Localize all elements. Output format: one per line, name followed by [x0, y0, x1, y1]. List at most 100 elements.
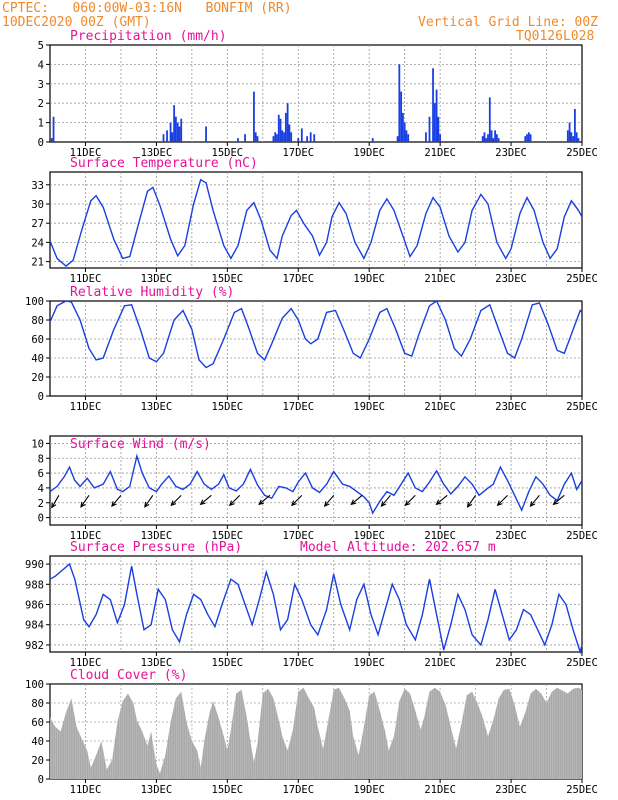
- x-tick-label: 15DEC: [212, 657, 244, 669]
- wind-arrow: [291, 494, 303, 506]
- x-tick-label: 15DEC: [212, 401, 244, 413]
- wind-arrow: [436, 494, 448, 505]
- precip-bar: [276, 134, 278, 142]
- precip-bar: [435, 89, 438, 142]
- y-tick-label: 0: [38, 137, 44, 149]
- x-tick-label: 19DEC: [353, 530, 385, 542]
- precip-bar: [481, 136, 484, 142]
- x-tick-label: 25DEC: [566, 784, 598, 796]
- precip-bar: [401, 112, 404, 142]
- precip-bar: [483, 132, 486, 142]
- y-tick-label: 33: [31, 180, 44, 192]
- precip-bar: [527, 132, 530, 142]
- x-tick-label: 19DEC: [353, 784, 385, 796]
- precip-bar: [492, 138, 495, 142]
- x-tick-label: 11DEC: [70, 273, 102, 285]
- y-tick-label: 0: [38, 391, 44, 403]
- header-line2-left: 10DEC2020 00Z (GMT): [2, 15, 151, 30]
- precip-bar: [180, 118, 183, 142]
- wind-arrow-head: [323, 501, 330, 508]
- wind-panel: 0 2 4 6 8 10 11DEC 13DEC 15DEC 17DEC 19DEC 21DEC 23D…: [31, 435, 598, 542]
- x-tick-label: 21DEC: [424, 530, 456, 542]
- x-tick-label: 17DEC: [282, 401, 314, 413]
- precip-bar: [439, 134, 442, 142]
- wind-arrow: [51, 495, 60, 508]
- precip-bar: [279, 118, 282, 142]
- y-tick-label: 27: [31, 218, 44, 230]
- x-tick-label: 11DEC: [70, 784, 102, 796]
- precip-bar: [403, 122, 406, 142]
- wind-arrow-head: [380, 501, 387, 508]
- x-tick-label: 23DEC: [495, 530, 527, 542]
- y-tick-label: 2: [38, 98, 44, 110]
- precip-bar: [497, 138, 500, 142]
- x-tick-label: 11DEC: [70, 657, 102, 669]
- y-tick-label: 60: [31, 334, 44, 346]
- y-tick-label: 4: [38, 483, 44, 495]
- x-tick-label: 13DEC: [141, 657, 173, 669]
- precip-bar: [306, 136, 309, 142]
- precip-bar: [400, 91, 403, 142]
- y-tick-label: 30: [31, 199, 44, 211]
- y-tick-label: 986: [25, 600, 44, 612]
- cloud-panel: 0 20 40 60 80 100 11DEC 13DEC 15DEC 17DEC 19DEC 21D…: [25, 668, 598, 796]
- x-tick-label: 11DEC: [70, 147, 102, 159]
- precip-bar: [173, 105, 176, 142]
- wind-arrow: [170, 494, 182, 506]
- y-tick-label: 10: [31, 438, 44, 450]
- precip-bar: [577, 138, 580, 142]
- x-tick-label: 21DEC: [424, 273, 456, 285]
- temperature-title: Surface Temperature (nC): [70, 156, 258, 171]
- x-tick-label: 21DEC: [424, 401, 456, 413]
- wind-arrow: [553, 494, 565, 505]
- y-tick-label: 0: [38, 774, 44, 786]
- wind-arrow-head: [80, 501, 86, 508]
- x-tick-label: 19DEC: [353, 657, 385, 669]
- y-tick-label: 4: [38, 59, 44, 71]
- wind-arrow: [258, 494, 271, 505]
- x-tick-label: 13DEC: [141, 401, 173, 413]
- header-line1-left: CPTEC: 060:00W-03:16N BONFIM (RR): [2, 1, 292, 16]
- precip-bar: [405, 130, 408, 142]
- humidity-panel: 0 20 40 60 80 100 11DEC 13DEC 15DEC 17DEC 19DEC 21D…: [25, 285, 598, 413]
- x-tick-label: 21DEC: [424, 147, 456, 159]
- x-tick-label: 15DEC: [212, 273, 244, 285]
- humidity-title: Relative Humidity (%): [70, 285, 234, 300]
- precip-bar: [169, 122, 172, 142]
- x-tick-label: 13DEC: [141, 784, 173, 796]
- precip-bar: [256, 136, 259, 142]
- y-tick-label: 8: [38, 453, 44, 465]
- x-tick-label: 17DEC: [282, 147, 314, 159]
- x-tick-label: 25DEC: [566, 401, 598, 413]
- pressure-line: [49, 562, 583, 655]
- y-tick-label: 1: [38, 118, 44, 130]
- precip-bar: [254, 132, 257, 142]
- wind-arrow-head: [404, 500, 411, 507]
- precip-bar: [572, 136, 575, 142]
- wind-line: [49, 453, 583, 515]
- x-tick-label: 25DEC: [566, 657, 598, 669]
- wind-arrow-head: [350, 499, 357, 506]
- plot-frame: [49, 555, 583, 653]
- x-tick-label: 23DEC: [495, 147, 527, 159]
- x-tick-label: 21DEC: [424, 784, 456, 796]
- wind-arrow-head: [170, 500, 177, 507]
- precip-bar: [495, 134, 498, 142]
- x-tick-label: 21DEC: [424, 657, 456, 669]
- precip-bar: [290, 132, 293, 142]
- pressure-title: Surface Pressure (hPa): [70, 540, 242, 555]
- precip-bar: [433, 103, 436, 142]
- x-tick-label: 19DEC: [353, 147, 385, 159]
- precip-bar: [297, 138, 300, 142]
- y-tick-label: 2: [38, 498, 44, 510]
- precip-bar: [205, 126, 207, 142]
- precip-bar: [50, 138, 53, 142]
- y-tick-label: 988: [25, 579, 44, 591]
- precip-bar: [244, 134, 246, 142]
- x-tick-label: 17DEC: [282, 530, 314, 542]
- temperature-panel: 21 24 27 30 33 11DEC 13DEC 15DEC 17DEC 19DEC 21DEC…: [31, 156, 597, 285]
- cloud-area: [50, 687, 582, 779]
- x-tick-label: 13DEC: [141, 147, 173, 159]
- wind-arrow: [497, 494, 508, 506]
